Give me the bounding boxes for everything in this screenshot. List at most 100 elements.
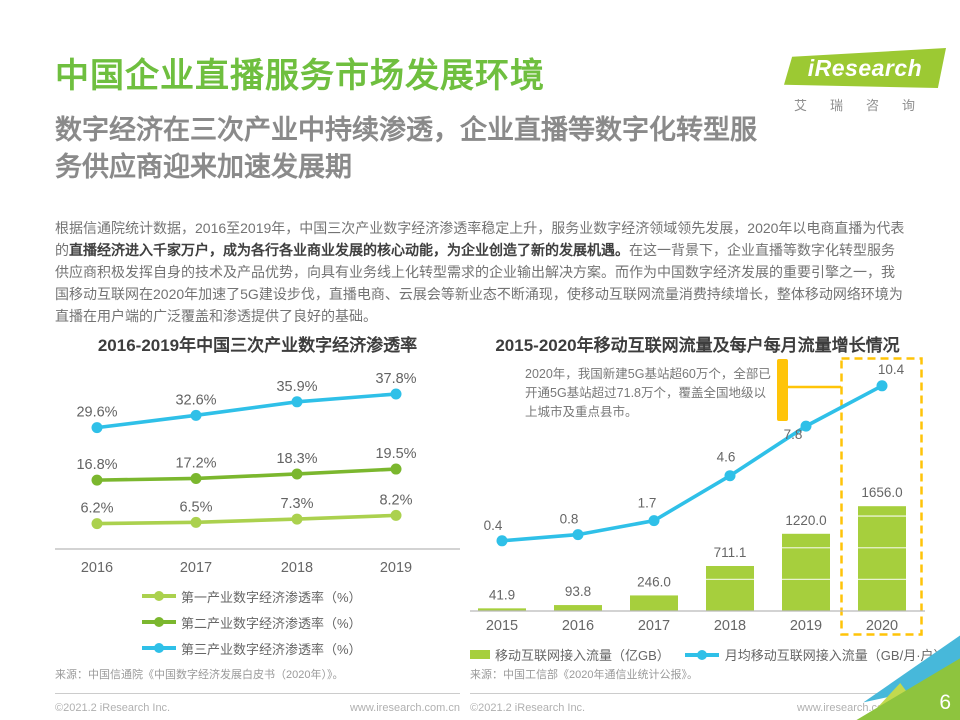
page-subtitle: 数字经济在三次产业中持续渗透，企业直播等数字化转型服 务供应商迎来加速发展期	[55, 112, 757, 186]
bar	[858, 506, 906, 611]
subtitle-line-1: 数字经济在三次产业中持续渗透，企业直播等数字化转型服	[55, 115, 757, 145]
legend-item: 第三产业数字经济渗透率（%）	[141, 635, 460, 661]
series-line	[96, 467, 397, 482]
chart1-legend: 第一产业数字经济渗透率（%） 第二产业数字经济渗透率（%） 第三产业数字经济渗透率（…	[141, 583, 460, 661]
legend-label: 移动互联网接入流量（亿GB）	[495, 648, 670, 663]
series-line	[96, 392, 397, 430]
data-label: 32.6%	[175, 392, 216, 408]
bar-value-label: 1220.0	[785, 513, 826, 528]
legend-line-marker	[142, 643, 176, 653]
legend-line-marker	[684, 649, 719, 660]
chart-traffic-section: 2015-2020年移动互联网流量及每户每月流量增长情况 41.9 93.8 246…	[470, 335, 947, 720]
legend-item: 移动互联网接入流量（亿GB）	[470, 645, 670, 664]
body-text-post: 在这一背景下，企业直播等数字化转型服务供应商积极发挥自身的技术及产品优势，向具有…	[55, 242, 903, 324]
data-point	[91, 474, 103, 486]
legend-label: 月均移动互联网接入流量（GB/月·户）	[724, 648, 947, 663]
data-label: 29.6%	[76, 405, 117, 421]
chart2-source: 来源：中国工信部《2020年通信业统计公报》。	[470, 669, 698, 681]
bar	[782, 533, 830, 611]
legend-dot	[154, 643, 164, 653]
data-point	[91, 422, 103, 434]
page-number: 6	[939, 691, 951, 714]
footer-left: ©2021.2 iResearch Inc. www.iresearch.com…	[55, 702, 460, 714]
bar	[478, 608, 526, 611]
data-label: 6.2%	[80, 501, 113, 517]
data-point	[291, 468, 303, 480]
line-value-label: 0.8	[560, 512, 579, 527]
x-tick-label: 2016	[562, 618, 594, 634]
x-tick-label: 2019	[790, 618, 822, 634]
chart2-legend: 移动互联网接入流量（亿GB） 月均移动互联网接入流量（GB/月·户）	[470, 645, 947, 664]
iresearch-logo: iResearch 艾瑞咨询	[784, 48, 946, 114]
data-point	[390, 388, 402, 400]
data-point	[724, 470, 736, 482]
data-label: 18.3%	[276, 451, 317, 467]
body-paragraph: 根据信通院统计数据，2016至2019年，中国三次产业数字经济渗透率稳定上升，服…	[55, 217, 907, 327]
body-text-pre: 根据信通院统计数据，2016至2019年，中国三次产业数字经济渗透率稳定上升，服…	[55, 220, 905, 258]
bar	[706, 565, 754, 611]
x-tick-label: 2017	[638, 618, 670, 634]
line-value-label: 4.6	[717, 450, 736, 465]
line-value-label: 10.4	[878, 362, 905, 377]
legend-item: 第二产业数字经济渗透率（%）	[141, 609, 460, 635]
line-value-label: 7.8	[784, 427, 803, 442]
highlight-box-2020	[840, 357, 923, 636]
x-tick-label: 2020	[866, 618, 898, 634]
traffic-bar-line-chart: 41.9 93.8 246.0 711.1 1220.0 1656.0 2015 2016 20…	[470, 357, 925, 636]
legend-item: 月均移动互联网接入流量（GB/月·户）	[684, 645, 947, 664]
copyright-text: ©2021.2 iResearch Inc.	[470, 702, 586, 714]
corner-decoration: 6	[845, 632, 960, 720]
legend-dot	[154, 591, 164, 601]
logo-brand-cn: 艾瑞咨询	[794, 98, 939, 113]
data-point	[800, 420, 812, 432]
chart2-title: 2015-2020年移动互联网流量及每户每月流量增长情况	[495, 336, 900, 355]
footer-divider	[55, 693, 460, 694]
data-label: 19.5%	[375, 446, 416, 462]
website-link[interactable]: www.iresearch.com.cn	[349, 702, 460, 714]
line-value-label: 1.7	[638, 496, 657, 511]
data-label: 6.5%	[179, 499, 212, 515]
data-label: 8.2%	[379, 492, 412, 508]
legend-line-marker	[142, 617, 176, 627]
copyright-text: ©2021.2 iResearch Inc.	[55, 702, 171, 714]
x-tick-label: 2017	[180, 560, 212, 576]
bar	[630, 595, 678, 611]
x-tick-label: 2018	[714, 618, 746, 634]
data-label: 17.2%	[175, 455, 216, 471]
series-line	[501, 384, 883, 543]
data-point	[496, 535, 508, 547]
legend-label: 第一产业数字经济渗透率（%）	[181, 589, 362, 605]
x-tick-label: 2018	[281, 560, 313, 576]
logo-flag-shape: iResearch	[784, 48, 946, 88]
legend-line-marker	[142, 591, 176, 601]
chart-penetration-section: 2016-2019年中国三次产业数字经济渗透率 2016 2017 2018 2019…	[55, 335, 460, 720]
x-tick-label: 2016	[81, 560, 113, 576]
data-point	[190, 516, 202, 528]
legend-label: 第二产业数字经济渗透率（%）	[181, 615, 362, 631]
legend-dot	[154, 617, 164, 627]
bar	[554, 605, 602, 611]
line-value-label: 0.4	[484, 518, 503, 533]
x-tick-label: 2015	[486, 618, 518, 634]
data-point	[390, 463, 402, 475]
legend-bar-swatch	[470, 650, 490, 659]
penetration-line-chart: 2016 2017 2018 2019 6.2% 6.5% 7.3% 8.2% 16.8% 17.…	[55, 371, 460, 576]
data-point	[190, 409, 202, 421]
bar-value-label: 246.0	[637, 574, 671, 589]
chart2-annotation: 2020年，我国新建5G基站超60万个，全部已开通5G基站超过71.8万个，覆盖…	[525, 367, 771, 419]
data-label: 16.8%	[76, 457, 117, 473]
legend-item: 第一产业数字经济渗透率（%）	[141, 583, 460, 609]
subtitle-line-2: 务供应商迎来加速发展期	[55, 152, 352, 182]
footer-divider	[470, 693, 925, 694]
data-point	[291, 513, 303, 525]
body-text-bold: 直播经济进入千家万户，成为各行各业商业发展的核心动能，为企业创造了新的发展机遇。	[69, 242, 629, 258]
legend-label: 第三产业数字经济渗透率（%）	[181, 641, 362, 657]
callout-bar	[777, 359, 788, 421]
bar-value-label: 41.9	[489, 587, 515, 602]
bar-value-label: 1656.0	[861, 485, 902, 500]
chart1-title: 2016-2019年中国三次产业数字经济渗透率	[97, 336, 418, 355]
data-point	[876, 380, 888, 392]
page-title: 中国企业直播服务市场发展环境	[55, 57, 545, 95]
chart1-source: 来源：中国信通院《中国数字经济发展白皮书（2020年）》。	[55, 669, 344, 681]
data-point	[291, 396, 303, 408]
